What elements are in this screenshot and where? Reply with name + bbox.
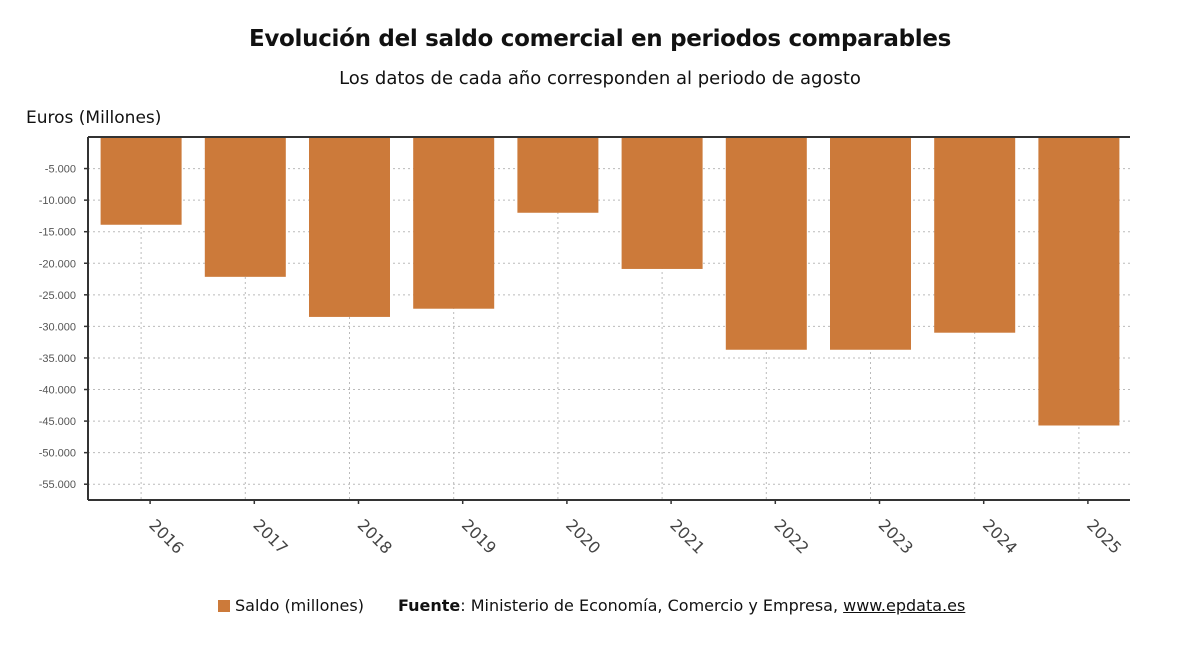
x-tick-label: 2021 xyxy=(666,515,708,557)
y-tick-label: -30.000 xyxy=(39,321,76,333)
footer: Saldo (millones) Fuente : Ministerio de … xyxy=(218,596,965,615)
bar-2019 xyxy=(413,137,495,309)
bar-2025 xyxy=(1038,137,1120,426)
bar-2018 xyxy=(309,137,390,317)
y-tick-label: -50.000 xyxy=(39,448,76,460)
y-axis-label: Euros (Millones) xyxy=(26,108,162,128)
y-tick-label: -5.000 xyxy=(45,164,76,176)
bar-2020 xyxy=(517,137,599,213)
y-tick-label: -20.000 xyxy=(39,258,76,270)
x-tick-label: 2017 xyxy=(249,515,291,557)
x-tick-label: 2020 xyxy=(562,515,604,557)
bar-2023 xyxy=(830,137,911,350)
bars xyxy=(100,137,1120,426)
bar-2022 xyxy=(725,137,807,350)
x-tick-label: 2024 xyxy=(979,515,1021,557)
legend-label-saldo: Saldo (millones) xyxy=(235,596,364,615)
axes xyxy=(84,136,1130,504)
y-tick-label: -25.000 xyxy=(39,290,76,302)
source-link[interactable]: www.epdata.es xyxy=(843,596,966,615)
legend-swatch-saldo xyxy=(218,599,230,612)
bar-2021 xyxy=(621,137,703,269)
bar-2024 xyxy=(934,137,1016,333)
source-text: : Ministerio de Economía, Comercio y Emp… xyxy=(460,596,844,615)
x-tick-label: 2016 xyxy=(145,515,187,557)
y-tick-label: -35.000 xyxy=(39,353,76,365)
x-tick-label: 2019 xyxy=(458,515,500,557)
y-tick-label: -40.000 xyxy=(39,385,76,397)
x-tick-label: 2023 xyxy=(875,515,917,557)
chart-title: Evolución del saldo comercial en periodo… xyxy=(248,26,952,52)
y-tick-label: -55.000 xyxy=(39,479,76,491)
y-tick-label: -45.000 xyxy=(39,416,76,428)
x-tick-label: 2025 xyxy=(1083,515,1125,557)
x-tick-label: 2022 xyxy=(770,515,812,557)
y-tick-label: -10.000 xyxy=(39,195,76,207)
chart-subtitle: Los datos de cada año corresponden al pe… xyxy=(339,68,861,89)
source-label: Fuente xyxy=(397,596,461,615)
bar-2016 xyxy=(100,137,182,225)
bar-2017 xyxy=(204,137,286,277)
y-tick-label: -15.000 xyxy=(39,227,76,239)
x-tick-label: 2018 xyxy=(354,515,396,557)
